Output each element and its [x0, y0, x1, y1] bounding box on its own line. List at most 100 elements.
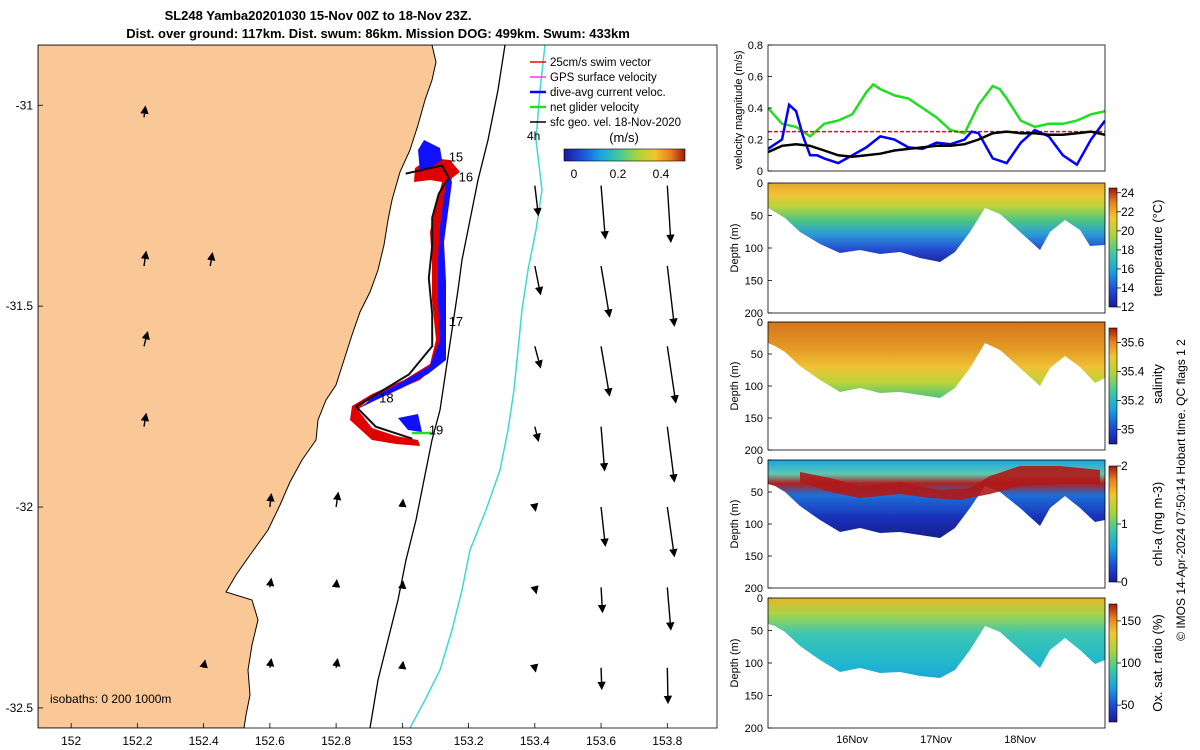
- geo-velocity-arrow: [666, 346, 679, 404]
- geo-velocity-arrow: [599, 426, 609, 472]
- depth-tick-label: 200: [745, 583, 763, 595]
- map-y-tick-label: -31.5: [6, 299, 34, 313]
- geo-velocity-arrow: [666, 426, 678, 483]
- colorbar-tick-label: 35.4: [1121, 365, 1145, 379]
- colorbar-tick-label: 12: [1121, 300, 1135, 314]
- depth-tick-label: 100: [745, 519, 763, 531]
- salinity-field: [768, 322, 1105, 398]
- chart-title-line1: SL248 Yamba20201030 15-Nov 00Z to 18-Nov…: [165, 8, 472, 23]
- map-x-tick-label: 153.2: [454, 734, 484, 748]
- colorbar-tick-label: 16: [1121, 262, 1135, 276]
- temperature-y-ticks: 0 50 100 150 200: [745, 178, 772, 320]
- geo-velocity-arrow: [141, 330, 150, 347]
- geo-velocity-arrow: [332, 657, 341, 668]
- salinity-depth-label: Depth (m): [729, 362, 741, 411]
- day-label: 17: [449, 314, 463, 329]
- map-x-tick-label: 153.4: [520, 734, 550, 748]
- chla-maximum-band: [800, 466, 1100, 500]
- depth-tick-label: 150: [745, 413, 763, 425]
- geo-velocity-arrow: [333, 491, 342, 508]
- geo-velocity-arrow: [666, 506, 678, 558]
- colorbar-tick-label: 1: [1121, 517, 1128, 531]
- velocity-series-line: [768, 102, 1105, 167]
- depth-tick-label: 100: [745, 243, 763, 255]
- geo-velocity-arrow: [532, 426, 541, 443]
- colorbar-tick-label: 14: [1121, 281, 1135, 295]
- depth-tick-label: 150: [745, 691, 763, 703]
- map-x-tick-label: 153.8: [652, 734, 682, 748]
- velocity-ylabel: velocity magnitude (m/s): [733, 50, 745, 169]
- depth-tick-label: 200: [745, 445, 763, 457]
- map-panel: 15 16 17 18 19 isobaths: 0 200 1000m 152 152.…: [6, 44, 718, 748]
- temperature-panel: 0 50 100 150 200 Depth (m) 12 14 16 18 20 22 24 te…: [729, 178, 1165, 320]
- chla-y-ticks: 0 50 100 150 200: [745, 455, 772, 595]
- map-legend: 25cm/s swim vector GPS surface velocity …: [527, 57, 686, 181]
- colorbar-tick-label: 150: [1121, 614, 1141, 628]
- colorbar-tick-2: 0.4: [653, 167, 670, 181]
- colorbar-tick-label: 24: [1121, 186, 1135, 200]
- salinity-colorbar-label: salinity: [1150, 364, 1165, 404]
- depth-tick-label: 150: [745, 276, 763, 288]
- oxygen-colorbar: [1108, 603, 1118, 723]
- legend-label-geo: sfc geo. vel. 18-Nov-2020: [550, 117, 681, 129]
- geo-velocity-arrow: [140, 105, 149, 118]
- geo-velocity-arrow: [600, 185, 609, 240]
- salinity-colorbar: [1108, 327, 1118, 445]
- legend-label-dive: dive-avg current veloc.: [550, 87, 666, 99]
- velocity-series: [768, 82, 1105, 167]
- chla-colorbar-label: chl-a (mg m-3): [1150, 482, 1165, 567]
- colorbar-tick-label: 22: [1121, 205, 1135, 219]
- depth-tick-label: 200: [745, 723, 763, 735]
- geo-velocity-arrow: [600, 265, 613, 318]
- temperature-colorbar: [1108, 187, 1118, 308]
- day-label: 15: [449, 150, 463, 165]
- time-tick-18nov: 18Nov: [1004, 734, 1036, 746]
- velocity-y-tick-label: 0.4: [748, 103, 763, 115]
- geo-velocity-arrow: [398, 498, 407, 508]
- map-y-ticks: -31 -31.5 -32 -32.5: [6, 98, 43, 715]
- salinity-y-ticks: 0 50 100 150 200: [745, 317, 772, 457]
- oxygen-field: [768, 598, 1105, 678]
- velocity-y-tick-label: 0.2: [748, 135, 763, 147]
- map-x-tick-label: 152.4: [189, 734, 219, 748]
- day-label: 18: [379, 391, 393, 406]
- day-label: 19: [429, 423, 443, 438]
- velocity-series-line: [768, 130, 1105, 159]
- glider-track-line: [354, 164, 450, 440]
- geo-velocity-arrow: [331, 578, 341, 588]
- velocity-y-tick-label: 0.8: [748, 40, 763, 52]
- legend-label-swim: 25cm/s swim vector: [550, 57, 651, 69]
- geo-velocity-arrow: [534, 346, 543, 369]
- map-y-tick-label: -32: [16, 500, 34, 514]
- colorbar-tick-label: 50: [1121, 698, 1135, 712]
- isobath-label: isobaths: 0 200 1000m: [50, 692, 171, 706]
- temperature-colorbar-ticks: 12 14 16 18 20 22 24: [1117, 186, 1135, 314]
- velocity-plot-area: [768, 45, 1105, 171]
- chart-title-line2: Dist. over ground: 117km. Dist. swum: 86…: [126, 26, 630, 41]
- geo-velocity-arrow: [140, 412, 150, 427]
- geo-velocity-arrow: [398, 660, 407, 670]
- colorbar-tick-label: 18: [1121, 243, 1135, 257]
- geo-velocity-arrow: [666, 265, 678, 327]
- map-y-tick-label: -31: [16, 98, 34, 112]
- salinity-colorbar-ticks: 35 35.2 35.4 35.6: [1117, 336, 1145, 437]
- geo-velocity-arrow: [600, 506, 609, 547]
- geo-velocity-arrow: [140, 250, 150, 267]
- land-mass: [38, 45, 437, 728]
- geo-velocity-arrow: [597, 587, 607, 614]
- colorbar-tick-label: 2: [1121, 459, 1128, 473]
- geo-velocity-arrow: [530, 663, 539, 673]
- time-tick-17nov: 17Nov: [920, 734, 952, 746]
- map-frame: [37, 44, 718, 729]
- map-x-tick-label: 152.2: [122, 734, 152, 748]
- geo-velocity-arrow: [207, 251, 216, 267]
- geo-velocity-arrow: [530, 585, 539, 595]
- colorbar-tick-label: 20: [1121, 224, 1135, 238]
- depth-tick-label: 100: [745, 381, 763, 393]
- geo-velocity-arrow: [265, 577, 275, 588]
- chla-colorbar-ticks: 0 1 2: [1117, 459, 1128, 589]
- colorbar-label-ms: (m/s): [609, 130, 639, 145]
- depth-tick-label: 50: [751, 487, 763, 499]
- depth-tick-label: 150: [745, 551, 763, 563]
